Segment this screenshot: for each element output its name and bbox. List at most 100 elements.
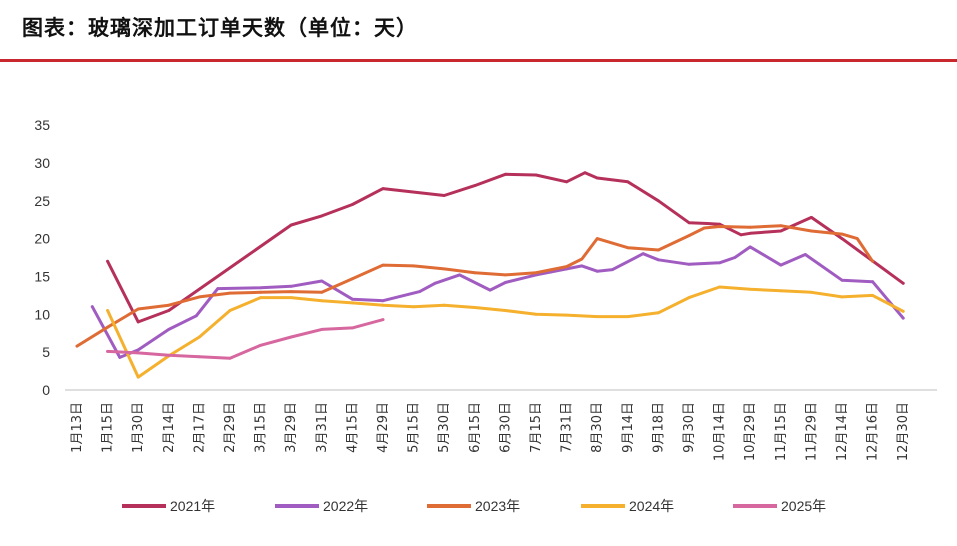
data-point [289,290,293,293]
data-point [216,287,220,290]
y-tick-label: 35 [34,117,50,133]
x-axis-ticks: 1月13日 1月15日 1月30日 2月14日 2月17日 2月29日 3月15日 3月29日… [70,402,911,461]
data-point [442,267,446,271]
data-point [136,307,140,311]
data-point [871,280,874,284]
data-point [810,290,813,294]
data-point [583,171,587,175]
data-point [167,328,171,331]
x-tick-label: 9月18日 [651,402,666,453]
x-tick-label: 12月30日 [896,402,911,461]
data-point [779,224,783,228]
data-point [840,295,844,299]
page-title: 图表：玻璃深加工订单天数（单位：天） [22,15,418,40]
data-point [641,252,645,256]
data-point [136,348,140,352]
data-point [657,258,660,262]
data-point [611,268,614,271]
data-point [504,281,507,284]
data-point [504,273,507,277]
series-line-2024年 [106,285,905,379]
data-point [595,315,599,318]
data-point [739,233,743,237]
data-point [198,295,201,299]
data-point [442,194,446,197]
data-point [565,265,568,268]
x-tick-label: 6月15日 [468,402,483,453]
x-tick-label: 5月15日 [407,402,422,453]
data-point [289,335,293,339]
data-point [136,375,140,379]
legend-label: 2022年 [323,498,368,514]
data-point [810,229,813,233]
series-lines [75,171,905,379]
data-point [198,335,201,339]
data-point [565,313,568,317]
data-point [351,203,354,206]
x-tick-label: 9月14日 [621,402,636,453]
data-point [901,316,905,320]
y-tick-label: 10 [34,306,50,322]
data-point [810,216,813,219]
data-point [779,229,783,233]
data-point [580,264,584,268]
title-divider [0,59,957,62]
data-point [534,173,538,177]
data-point [534,312,538,316]
data-point [320,279,324,283]
data-point [580,257,584,261]
legend-label: 2023年 [475,498,520,514]
data-point [106,259,109,263]
data-point [381,318,385,321]
data-point [748,231,752,235]
data-point [351,277,354,281]
y-tick-label: 25 [34,193,50,209]
data-point [167,303,171,307]
data-point [75,344,79,348]
data-point [381,303,385,307]
data-point [167,309,171,312]
data-point [718,222,721,226]
x-tick-label: 10月29日 [743,402,758,461]
data-point [718,261,721,265]
data-point [871,259,874,263]
data-point [198,355,201,359]
data-point [106,309,109,312]
data-point [259,290,262,294]
x-tick-label: 12月14日 [835,402,850,461]
x-tick-label: 11月15日 [774,402,789,461]
x-tick-label: 1月13日 [70,402,85,453]
data-point [626,315,630,318]
series-line-2022年 [90,245,905,359]
data-point [779,263,783,267]
data-point [381,187,385,191]
data-point [259,296,262,299]
data-point [488,288,492,292]
x-tick-label: 11月29日 [804,402,819,461]
x-tick-label: 4月15日 [345,402,360,453]
x-tick-label: 1月15日 [101,402,116,453]
x-tick-label: 1月30日 [131,402,146,453]
y-tick-label: 20 [34,231,50,247]
data-point [433,281,437,285]
data-point [687,262,691,266]
data-point [228,309,232,312]
data-point [706,222,709,225]
x-tick-label: 5月30日 [437,402,452,453]
data-point [718,285,721,289]
data-point [840,278,844,282]
y-axis-ticks: 0 5 10 15 20 25 30 35 [34,117,50,398]
data-point [228,291,232,295]
data-point [167,353,171,357]
data-point [626,246,630,250]
series-line-2025年 [106,318,385,360]
x-tick-label: 3月29日 [284,402,299,453]
data-point [901,281,905,285]
data-point [320,290,324,294]
data-point [412,305,415,309]
data-point [657,311,660,315]
data-point [351,326,354,330]
data-point [855,237,859,241]
data-point [595,176,599,180]
